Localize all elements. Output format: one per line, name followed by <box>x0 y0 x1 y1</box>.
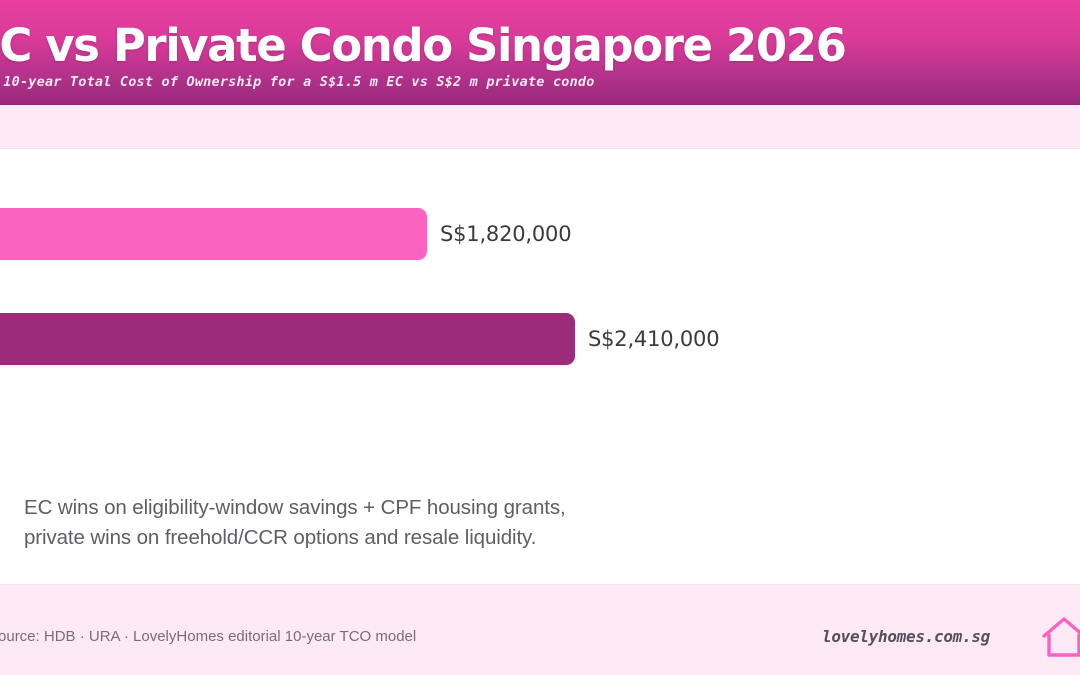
chart-note: EC wins on eligibility-window savings + … <box>24 493 744 553</box>
bar-row: EC — S$1.5 m launch S$1,820,000 <box>0 208 572 260</box>
house-icon <box>1040 614 1080 664</box>
bar-row: Private — S$2.0 m launch S$2,410,000 <box>0 313 720 365</box>
chart-note-line-2: private wins on freehold/CCR options and… <box>24 526 537 549</box>
footer-brand-text: lovelyhomes.com.sg <box>822 627 990 646</box>
bar-track: S$2,410,000 <box>0 313 720 365</box>
page-title: EC vs Private Condo Singapore 2026 <box>0 19 847 72</box>
footer-bar: Source: HDB · URA · LovelyHomes editoria… <box>0 585 1080 675</box>
chart-note-line-1: EC wins on eligibility-window savings + … <box>24 496 566 519</box>
bar-chart: EC — S$1.5 m launch S$1,820,000 Private … <box>0 149 1080 586</box>
footer-source-text: Source: HDB · URA · LovelyHomes editoria… <box>0 628 417 645</box>
bar-fill-private <box>0 313 575 365</box>
bar-track: S$1,820,000 <box>0 208 572 260</box>
bar-value-ec: S$1,820,000 <box>440 222 572 246</box>
bar-value-private: S$2,410,000 <box>588 327 720 351</box>
accent-band <box>0 105 1080 148</box>
bar-fill-ec <box>0 208 427 260</box>
page-subtitle: The 10-year Total Cost of Ownership for … <box>0 74 595 90</box>
header-banner: EC vs Private Condo Singapore 2026 The 1… <box>0 0 1080 105</box>
chart-card: EC — S$1.5 m launch S$1,820,000 Private … <box>0 148 1080 585</box>
